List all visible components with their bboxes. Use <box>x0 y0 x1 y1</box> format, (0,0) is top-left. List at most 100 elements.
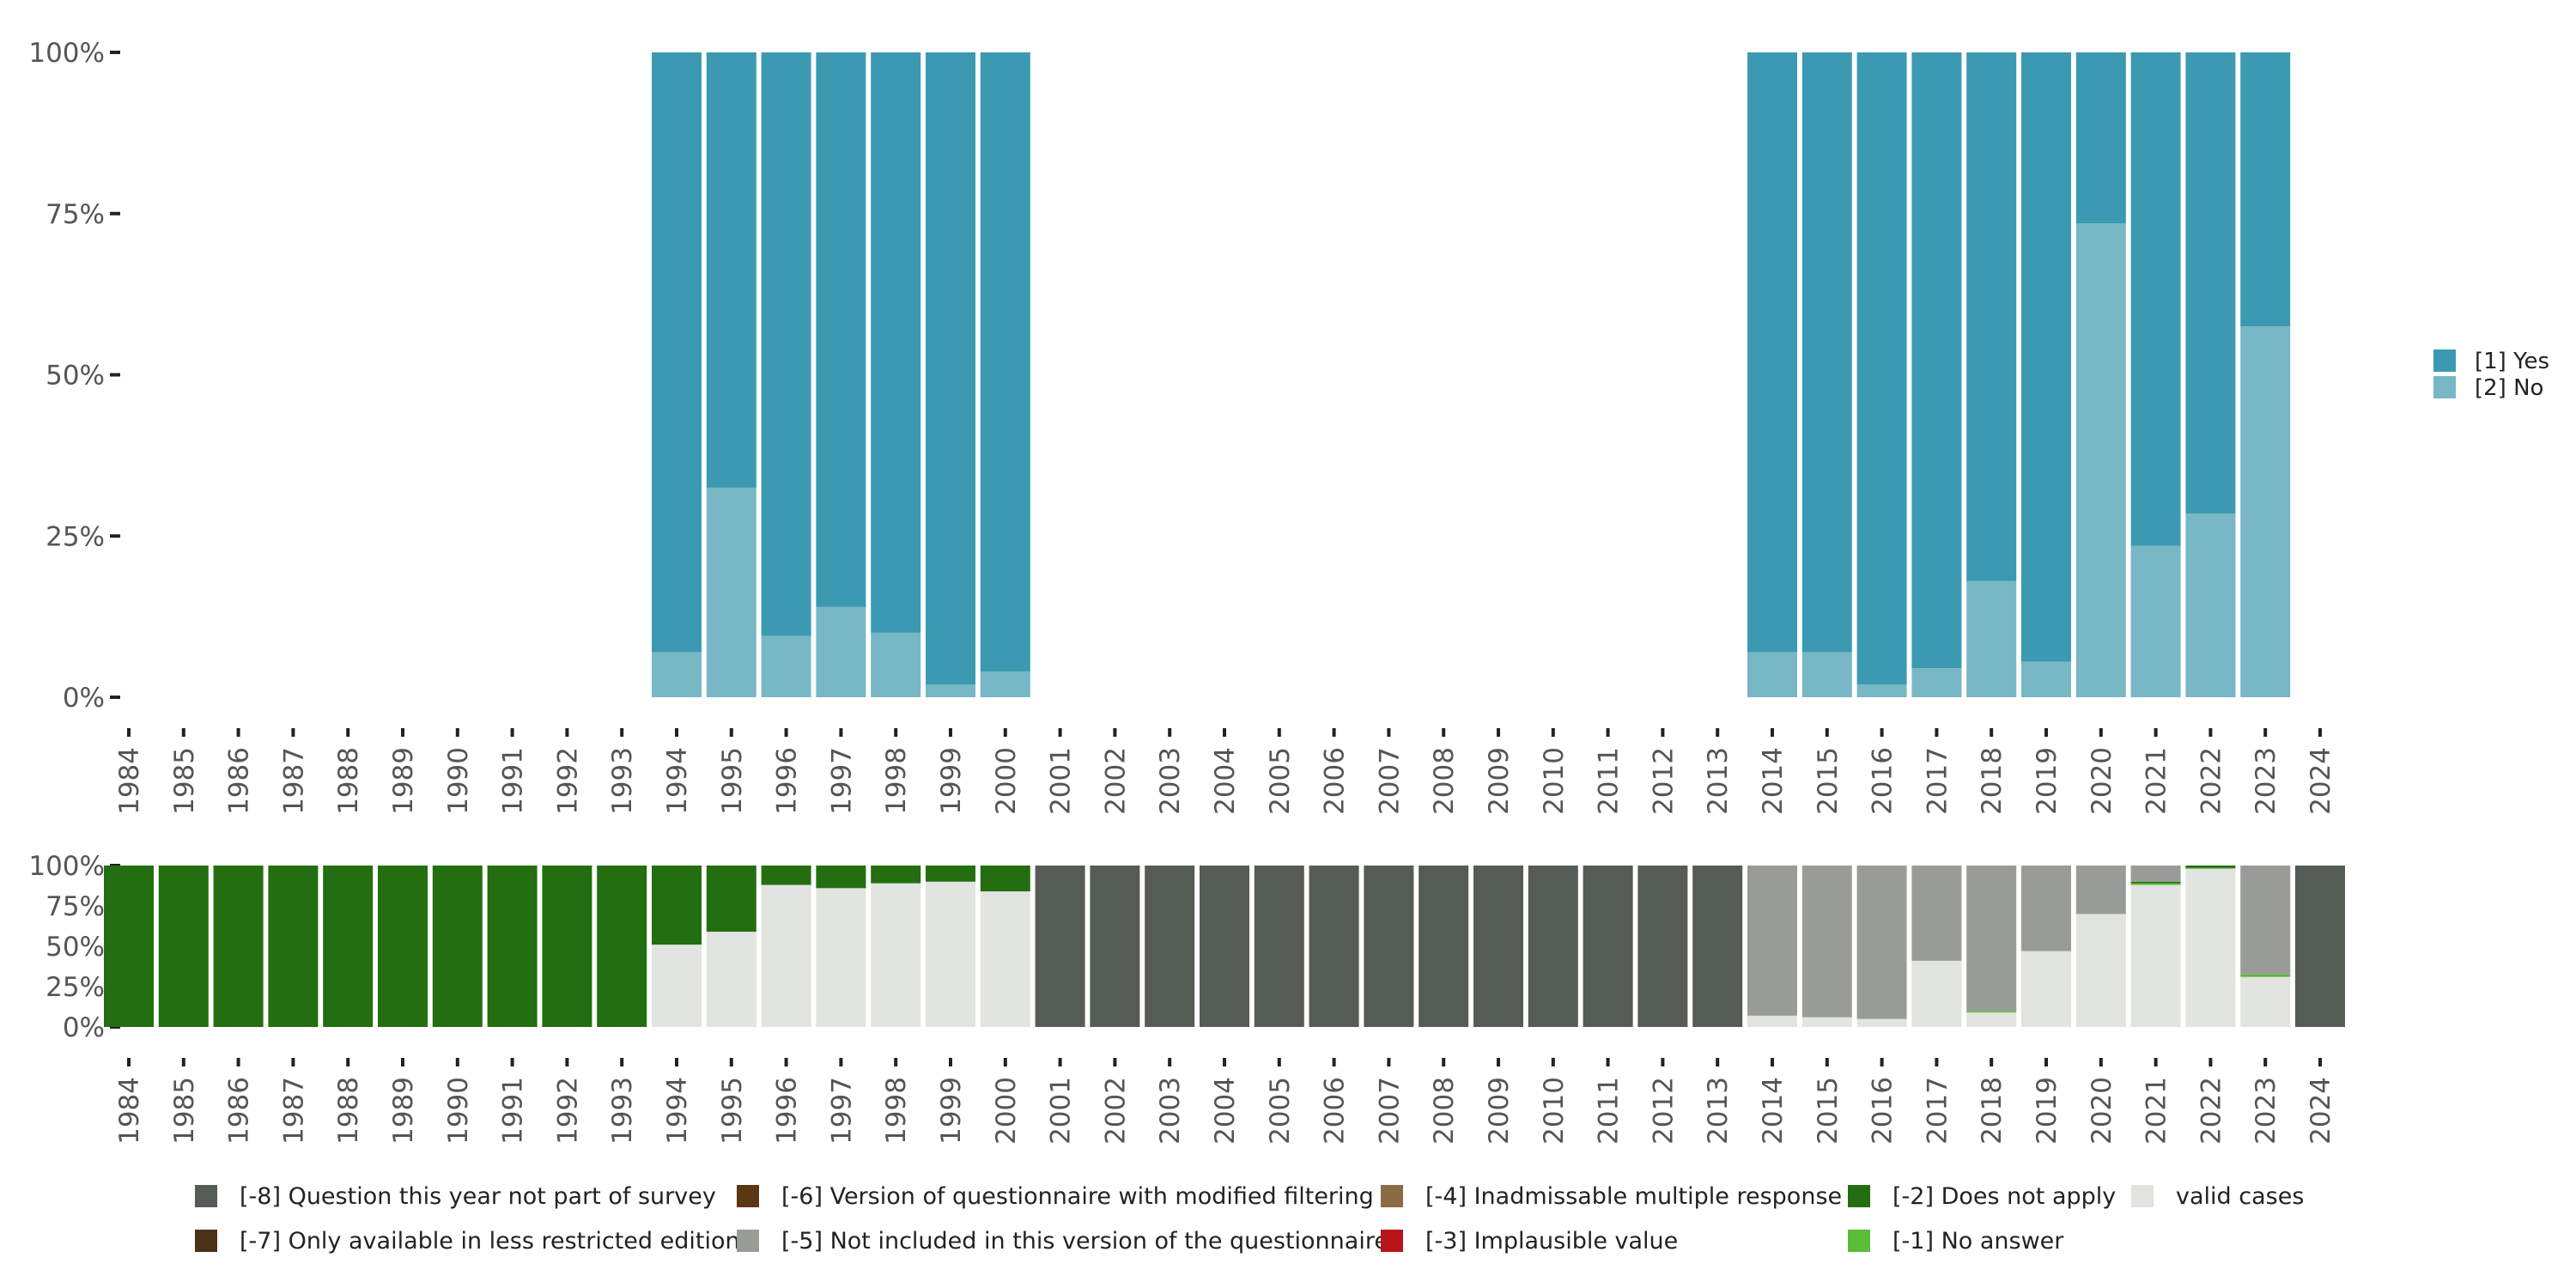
bar-valid-cases-2023 <box>2240 976 2291 1027</box>
x-tick-label: 2014 <box>1758 1077 1789 1145</box>
bar-5-not-included-in-this-version-of-the-questionnaire-2018 <box>1966 866 2017 1012</box>
x-tick-label: 2001 <box>1046 747 1077 815</box>
bar-2-does-not-apply-1995 <box>706 866 756 933</box>
y-tick-label: 25% <box>46 972 105 1003</box>
x-tick-label: 1990 <box>443 747 474 815</box>
bar-2-does-not-apply-1991 <box>487 866 538 1027</box>
x-tick-label: 2003 <box>1155 747 1186 815</box>
x-tick-label: 2008 <box>1429 747 1460 815</box>
x-tick-label: 1998 <box>881 747 912 815</box>
bar-1-yes-2020 <box>2075 52 2126 224</box>
bar-2-does-not-apply-1988 <box>323 866 374 1027</box>
x-tick-label: 2013 <box>1703 1077 1734 1145</box>
x-tick-label: 1988 <box>333 1077 364 1145</box>
x-tick-label: 2021 <box>2142 1077 2172 1145</box>
bar-valid-cases-2014 <box>1747 1015 1797 1027</box>
bar-valid-cases-1999 <box>926 881 975 1027</box>
y-tick-label: 25% <box>46 521 105 552</box>
bar-1-yes-1999 <box>926 52 975 684</box>
bar-2-no-2000 <box>980 671 1030 697</box>
bar-1-yes-2014 <box>1747 52 1797 653</box>
bar-valid-cases-2016 <box>1856 1018 1907 1027</box>
x-tick-label: 2017 <box>1922 1077 1953 1145</box>
legend-swatch-2-does-not-apply <box>1848 1185 1870 1207</box>
bar-2-no-2020 <box>2075 223 2126 697</box>
bar-1-yes-2015 <box>1801 52 1852 653</box>
y-tick-label: 0% <box>63 1012 105 1043</box>
x-tick-label: 1993 <box>607 747 638 815</box>
x-tick-label: 2015 <box>1813 1077 1844 1145</box>
bar-2-no-1996 <box>761 635 811 697</box>
bar-5-not-included-in-this-version-of-the-questionnaire-2016 <box>1856 866 1907 1019</box>
legend-swatch-8-question-this-year-not-part-of-survey <box>195 1185 217 1207</box>
x-tick-label: 2023 <box>2251 1077 2281 1145</box>
bar-8-question-this-year-not-part-of-survey-2002 <box>1090 866 1140 1027</box>
x-tick-label: 2018 <box>1977 747 2008 815</box>
x-tick-label: 2011 <box>1594 1077 1625 1145</box>
legend-swatch-1-yes <box>2433 349 2456 372</box>
bar-1-yes-2016 <box>1856 52 1907 684</box>
bar-2-does-not-apply-1986 <box>213 866 264 1027</box>
bar-5-not-included-in-this-version-of-the-questionnaire-2014 <box>1747 866 1797 1016</box>
bar-1-no-answer-2018 <box>1966 1011 2017 1013</box>
x-tick-label: 1992 <box>552 1077 583 1145</box>
x-tick-label: 1995 <box>717 747 748 815</box>
legend-label-6-version-of-questionnaire-with-modified-filtering: [-6] Version of questionnaire with modif… <box>781 1183 1374 1210</box>
bar-1-yes-2021 <box>2130 52 2181 546</box>
bar-valid-cases-1995 <box>706 932 756 1027</box>
x-tick-label: 2000 <box>991 747 1022 815</box>
bar-2-no-2016 <box>1856 683 1907 697</box>
x-tick-label: 1987 <box>278 747 309 815</box>
bar-8-question-this-year-not-part-of-survey-2007 <box>1364 866 1414 1027</box>
bar-1-no-answer-2023 <box>2240 974 2291 977</box>
legend-swatch-3-implausible-value <box>1381 1230 1403 1252</box>
bar-2-does-not-apply-1996 <box>761 866 811 885</box>
bar-2-no-2022 <box>2185 513 2236 697</box>
bar-1-yes-2018 <box>1966 52 2017 581</box>
bar-1-yes-2022 <box>2185 52 2236 513</box>
y-tick-label: 75% <box>46 891 105 922</box>
bar-1-yes-1996 <box>761 52 811 636</box>
bar-2-does-not-apply-1989 <box>378 866 428 1027</box>
bar-2-does-not-apply-2022 <box>2185 866 2236 868</box>
x-tick-label: 1984 <box>114 747 145 815</box>
bar-valid-cases-1994 <box>652 945 702 1027</box>
bar-2-no-2021 <box>2130 545 2181 697</box>
bar-2-no-2018 <box>1966 580 2017 697</box>
x-tick-label: 1987 <box>278 1077 309 1145</box>
legend-label-2-no: [2] No <box>2475 375 2543 401</box>
legend-label-2-does-not-apply: [-2] Does not apply <box>1893 1183 2116 1210</box>
x-tick-label: 2000 <box>991 1077 1022 1145</box>
x-tick-label: 2019 <box>2032 747 2063 815</box>
bar-2-no-1998 <box>871 632 921 697</box>
legend-label-valid-cases: valid cases <box>2176 1183 2304 1210</box>
bar-1-yes-1997 <box>816 52 866 607</box>
x-tick-label: 2016 <box>1868 747 1899 815</box>
x-tick-label: 2009 <box>1484 1077 1515 1145</box>
x-tick-label: 2022 <box>2196 1077 2227 1145</box>
x-tick-label: 2018 <box>1977 1077 2008 1145</box>
bar-1-no-answer-2021 <box>2130 883 2181 885</box>
x-tick-label: 2002 <box>1100 1077 1131 1145</box>
x-tick-label: 2007 <box>1374 747 1405 815</box>
x-tick-label: 2005 <box>1265 1077 1296 1145</box>
legend-swatch-6-version-of-questionnaire-with-modified-filtering <box>737 1185 759 1207</box>
x-tick-label: 1989 <box>388 1077 419 1145</box>
bar-2-no-1997 <box>816 606 866 697</box>
bar-2-no-2019 <box>2021 661 2071 697</box>
x-tick-label: 2004 <box>1210 1077 1241 1145</box>
bar-1-yes-1998 <box>871 52 921 633</box>
x-tick-label: 1996 <box>772 747 803 815</box>
legend-label-3-implausible-value: [-3] Implausible value <box>1425 1228 1678 1255</box>
x-tick-label: 2003 <box>1155 1077 1186 1145</box>
x-tick-label: 1985 <box>169 747 200 815</box>
bar-8-question-this-year-not-part-of-survey-2008 <box>1419 866 1469 1027</box>
bottom-legend: [-8] Question this year not part of surv… <box>195 1183 2304 1255</box>
bar-2-no-1999 <box>926 683 975 697</box>
legend-swatch-1-no-answer <box>1848 1230 1870 1252</box>
y-tick-label: 100% <box>28 38 105 69</box>
x-tick-label: 2020 <box>2087 747 2117 815</box>
x-tick-label: 1998 <box>881 1077 912 1145</box>
bar-valid-cases-2022 <box>2185 868 2236 1027</box>
